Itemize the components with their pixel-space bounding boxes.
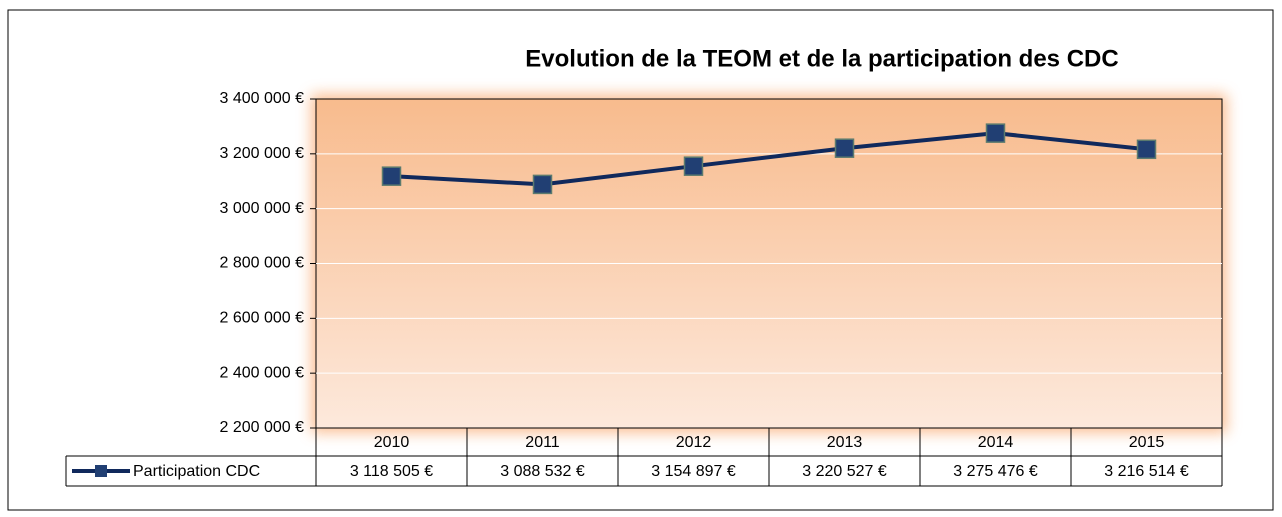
table-value: 3 118 505 €: [350, 463, 433, 480]
y-tick-label: 2 400 000 €: [219, 364, 304, 381]
marker: [1136, 139, 1157, 160]
table-value: 3 216 514 €: [1104, 463, 1189, 480]
y-tick-label: 2 600 000 €: [219, 310, 304, 327]
marker: [683, 156, 704, 176]
x-tick-label: 2014: [978, 434, 1014, 451]
x-tick-label: 2012: [676, 434, 712, 451]
marker: [985, 123, 1006, 143]
x-tick-label: 2015: [1129, 434, 1165, 451]
marker: [834, 138, 855, 158]
y-tick-label: 3 400 000 €: [219, 90, 304, 107]
y-tick-label: 2 200 000 €: [219, 419, 304, 436]
marker: [381, 166, 402, 186]
y-tick-label: 3 200 000 €: [219, 145, 304, 162]
x-tick-label: 2013: [827, 434, 863, 451]
chart-title: Evolution de la TEOM et de la participat…: [525, 45, 1118, 72]
y-tick-label: 2 800 000 €: [219, 255, 304, 272]
y-tick-label: 3 000 000 €: [219, 200, 304, 217]
x-tick-label: 2010: [374, 434, 410, 451]
legend-label: Participation CDC: [133, 463, 260, 480]
marker: [532, 174, 553, 195]
legend-marker: [95, 465, 107, 477]
table-value: 3 275 476 €: [953, 463, 1038, 480]
table-value: 3 154 897 €: [651, 463, 736, 480]
x-tick-label: 2011: [525, 434, 560, 451]
table-value: 3 220 527 €: [802, 463, 887, 480]
line: [391, 131, 1147, 187]
table-value: 3 088 532 €: [500, 463, 585, 480]
